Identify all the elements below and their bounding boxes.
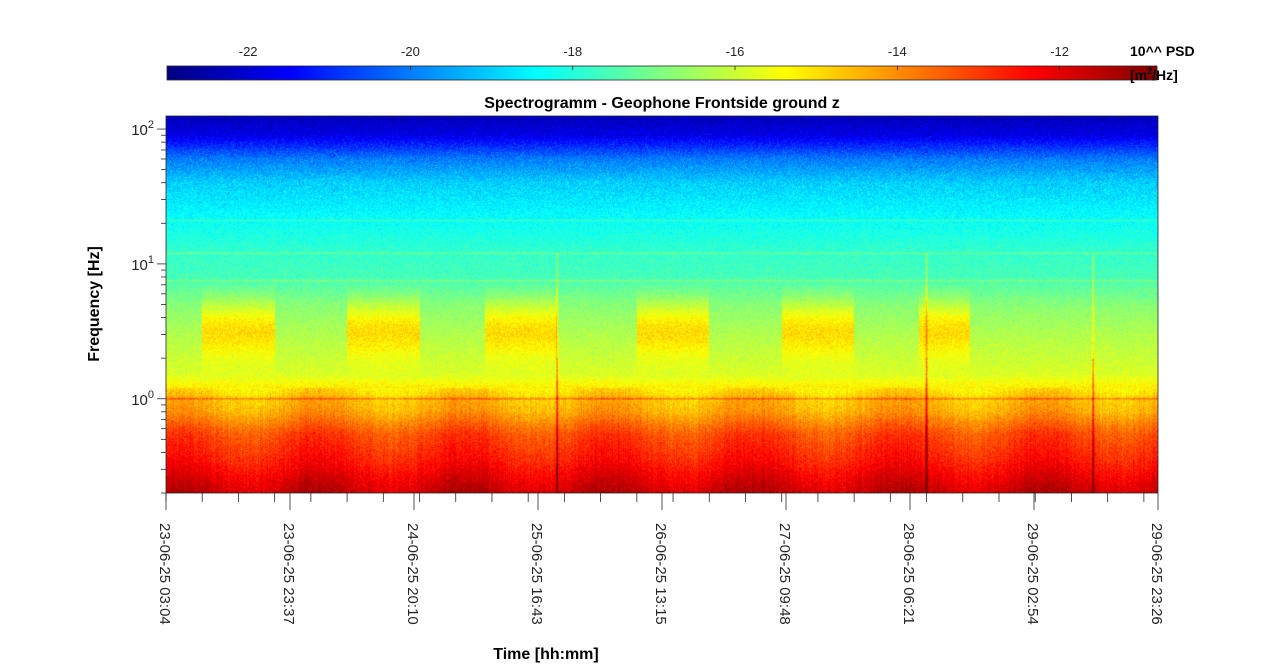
colorbar-gradient	[167, 66, 1157, 80]
x-axis-label: Time [hh:mm]	[493, 646, 598, 663]
x-tick-label: 25-06-25 16:43	[528, 523, 545, 625]
heatmap-container	[166, 116, 1158, 493]
chart-title: Spectrogramm - Geophone Frontside ground…	[484, 95, 840, 112]
colorbar-unit: [m2/Hz]	[1130, 66, 1178, 83]
colorbar-tick-label: -12	[1050, 44, 1069, 59]
x-tick-label: 23-06-25 23:37	[280, 523, 297, 625]
colorbar-tick-label: -18	[563, 44, 582, 59]
colorbar-tick-label: -20	[401, 44, 420, 59]
colorbar-unit-prefix: [m	[1130, 67, 1147, 83]
colorbar: -22 -20 -18 -16 -14 -12 10^^ PSD [m2/Hz]	[167, 43, 1195, 83]
colorbar-tick-label: -14	[888, 44, 907, 59]
colorbar-unit-suffix: /Hz]	[1152, 67, 1178, 83]
plot-area: 100 101 102 23-06-25 03:04 23-06-25 23:37 24…	[131, 116, 1165, 625]
spectrogram-heatmap	[166, 116, 1158, 493]
x-tick-label: 27-06-25 09:48	[776, 523, 793, 625]
x-axis: 23-06-25 03:04 23-06-25 23:37 24-06-25 20:…	[156, 493, 1165, 625]
colorbar-title: 10^^ PSD	[1130, 43, 1195, 59]
x-tick-label: 26-06-25 13:15	[652, 523, 669, 625]
x-tick-label: 29-06-25 23:26	[1148, 523, 1165, 625]
x-tick-label: 28-06-25 06:21	[900, 523, 917, 625]
y-tick-label: 100	[131, 389, 154, 409]
y-axis: 100 101 102	[131, 119, 166, 493]
colorbar-tick-label: -16	[726, 44, 745, 59]
y-tick-label: 101	[131, 254, 154, 274]
x-tick-label: 24-06-25 20:10	[404, 523, 421, 625]
colorbar-tick-label: -22	[239, 44, 258, 59]
x-tick-label: 23-06-25 03:04	[156, 523, 173, 625]
x-tick-label: 29-06-25 02:54	[1024, 523, 1041, 625]
y-tick-label: 102	[131, 119, 154, 139]
y-axis-label: Frequency [Hz]	[86, 246, 103, 362]
